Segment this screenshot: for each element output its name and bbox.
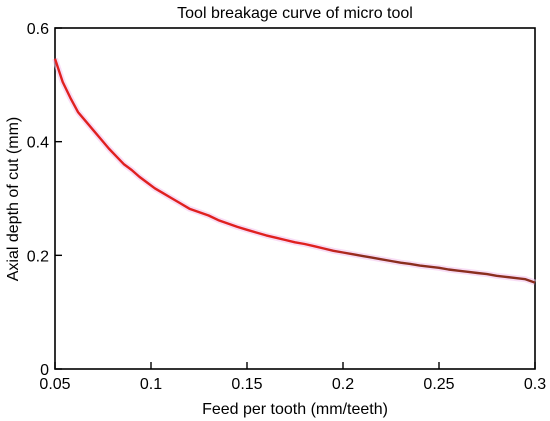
- y-tick-label: 0.2: [27, 248, 49, 265]
- y-axis-label: Axial depth of cut (mm): [5, 117, 22, 282]
- series-shadow: [52, 57, 537, 286]
- x-tick-label: 0.05: [39, 376, 70, 393]
- x-tick-label: 0.3: [524, 376, 546, 393]
- y-tick-label: 0.4: [27, 135, 49, 152]
- series-line: [53, 58, 536, 284]
- x-tick-label: 0.15: [231, 376, 262, 393]
- plot-area: [54, 27, 536, 370]
- x-axis-label: Feed per tooth (mm/teeth): [202, 401, 388, 418]
- x-tick-label: 0.25: [423, 376, 454, 393]
- y-tick-label: 0: [40, 362, 49, 379]
- x-tick-label: 0.1: [140, 376, 162, 393]
- chart-title: Tool breakage curve of micro tool: [177, 5, 413, 22]
- x-tick-label: 0.2: [332, 376, 354, 393]
- y-tick-label: 0.6: [27, 21, 49, 38]
